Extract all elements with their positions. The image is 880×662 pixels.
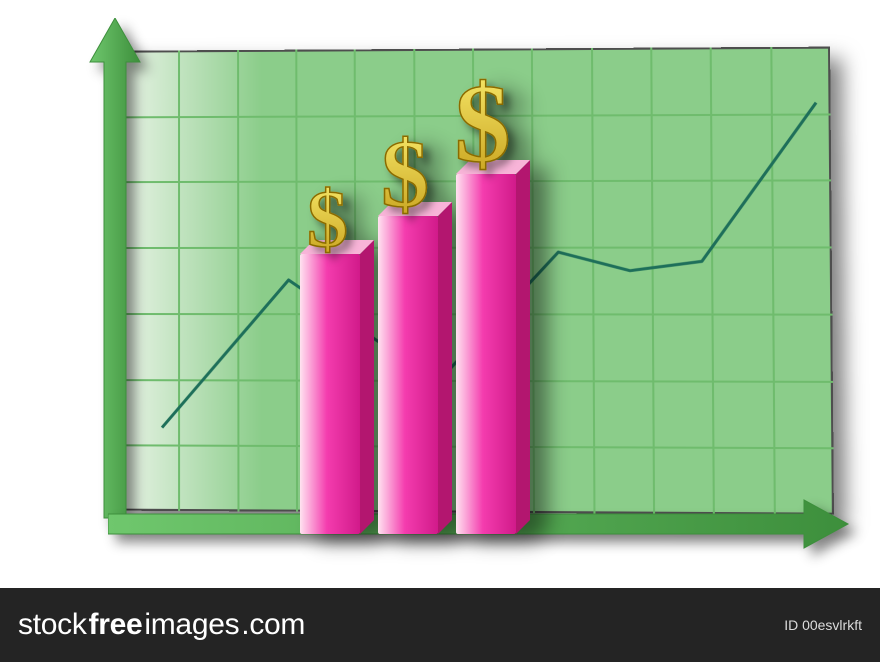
bars-group: $$$ <box>300 40 580 534</box>
dollar-sign-icon: $ <box>307 178 348 260</box>
dollar-sign-icon: $ <box>381 126 429 222</box>
brand-part-b: free <box>89 608 143 642</box>
brand-logo: stockfreeimages.com <box>18 608 305 642</box>
image-id-label: ID 00esvlrkft <box>784 617 862 633</box>
dollar-sign-icon: $ <box>455 68 511 180</box>
bar-3d: $ <box>300 254 372 534</box>
chart-frame: $$$ <box>60 30 830 540</box>
stage: stockfreeimages stockfreeimages stockfre… <box>0 0 880 662</box>
brand-part-c: images <box>144 608 239 642</box>
y-axis-arrow-icon <box>88 18 142 538</box>
bar-3d: $ <box>456 174 528 534</box>
footer-bar: stockfreeimages.com ID 00esvlrkft <box>0 588 880 662</box>
brand-part-d: .com <box>241 608 305 642</box>
bar-3d: $ <box>378 216 450 534</box>
brand-part-a: stock <box>18 608 87 642</box>
